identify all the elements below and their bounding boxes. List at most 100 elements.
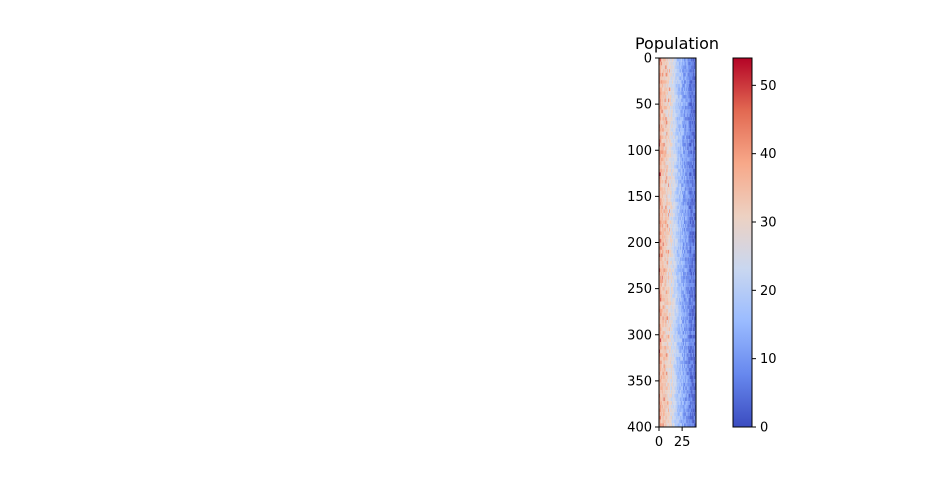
heatmap-cell <box>686 323 688 328</box>
heatmap-cell <box>689 172 691 177</box>
heatmap-cell <box>663 404 665 409</box>
heatmap-cell <box>683 216 685 221</box>
heatmap-cell <box>694 397 696 402</box>
heatmap-cell <box>668 316 670 321</box>
heatmap-cell <box>675 183 677 188</box>
heatmap-cell <box>675 249 677 254</box>
heatmap-cell <box>671 308 673 313</box>
heatmap-cell <box>675 371 677 376</box>
heatmap-cell <box>684 72 686 77</box>
heatmap-cell <box>678 205 680 210</box>
heatmap-cell <box>671 297 673 302</box>
heatmap-cell <box>664 120 666 125</box>
heatmap-cell <box>681 386 683 391</box>
heatmap-cell <box>666 308 668 313</box>
heatmap-cell <box>690 379 692 383</box>
heatmap-cell <box>688 412 690 416</box>
heatmap-cell <box>682 294 684 298</box>
heatmap-cell <box>677 161 679 166</box>
heatmap-cell <box>664 286 666 291</box>
heatmap-cell <box>672 235 674 239</box>
heatmap-cell <box>691 308 693 313</box>
heatmap-cell <box>692 353 694 357</box>
heatmap-cell <box>691 157 693 162</box>
heatmap-cell <box>683 327 685 332</box>
heatmap-cell <box>663 290 665 295</box>
heatmap-cell <box>670 238 672 243</box>
heatmap-cell <box>665 117 667 121</box>
heatmap-cell <box>663 61 665 66</box>
heatmap-cell <box>668 198 670 202</box>
heatmap-cell <box>672 124 674 129</box>
heatmap-cell <box>671 342 672 346</box>
heatmap-cell <box>663 105 665 110</box>
heatmap-cell <box>673 272 675 276</box>
heatmap-cell <box>681 94 683 99</box>
heatmap-cell <box>669 201 671 206</box>
heatmap-cell <box>685 113 687 118</box>
heatmap-cell <box>683 331 685 335</box>
heatmap-cell <box>694 150 696 154</box>
heatmap-cell <box>683 275 685 280</box>
heatmap-cell <box>674 128 676 132</box>
heatmap-cell <box>681 65 683 70</box>
heatmap-cell <box>678 257 680 261</box>
heatmap-cell <box>683 94 685 99</box>
heatmap-cell <box>669 183 671 188</box>
heatmap-cell <box>671 172 673 177</box>
x-axis: 0 25 <box>655 427 690 450</box>
heatmap-cell <box>682 105 684 110</box>
heatmap-cell <box>669 76 671 81</box>
heatmap-cell <box>694 98 696 103</box>
heatmap-cell <box>687 128 689 132</box>
heatmap-cell <box>667 58 669 62</box>
heatmap-cell <box>676 249 678 254</box>
heatmap-cell <box>679 87 681 92</box>
heatmap-cell <box>683 109 685 114</box>
heatmap-cell <box>670 272 672 276</box>
heatmap-cell <box>685 268 687 273</box>
heatmap-cell <box>684 176 686 180</box>
heatmap-cell <box>680 142 682 147</box>
heatmap-cell <box>675 231 677 236</box>
heatmap-cell <box>683 72 685 77</box>
heatmap-cell <box>663 356 665 361</box>
heatmap-cell <box>681 408 683 413</box>
heatmap-cell <box>687 83 689 88</box>
heatmap-cell <box>690 345 692 350</box>
heatmap-cell <box>680 290 682 295</box>
heatmap-cell <box>694 412 696 416</box>
heatmap-cell <box>670 305 672 309</box>
heatmap-cell <box>674 419 676 424</box>
heatmap-cell <box>666 312 668 317</box>
heatmap-cell <box>680 260 682 265</box>
heatmap-cell <box>687 198 689 202</box>
heatmap-cell <box>660 168 662 173</box>
heatmap-cell <box>687 283 689 287</box>
heatmap-cell <box>663 94 665 99</box>
heatmap-cell <box>667 80 669 84</box>
heatmap-cell <box>692 142 694 147</box>
heatmap-cell <box>678 401 680 405</box>
heatmap-cell <box>694 102 696 107</box>
heatmap-cell <box>667 61 669 66</box>
heatmap-cell <box>679 105 681 110</box>
heatmap-cell <box>659 349 661 354</box>
heatmap-cell <box>684 331 686 335</box>
heatmap-cell <box>682 334 684 339</box>
heatmap-cell <box>694 375 696 380</box>
heatmap-cell <box>672 165 674 169</box>
heatmap-cell <box>684 187 686 191</box>
heatmap-cell <box>662 379 664 383</box>
heatmap-cell <box>688 216 690 221</box>
heatmap-cell <box>672 371 674 376</box>
heatmap-cell <box>672 408 674 413</box>
heatmap-cell <box>659 379 661 383</box>
heatmap-cell <box>671 131 672 136</box>
heatmap-cell <box>671 415 672 420</box>
heatmap-cell <box>672 356 674 361</box>
heatmap-cell <box>674 105 676 110</box>
heatmap-cell <box>662 364 664 369</box>
heatmap-cell <box>661 117 663 121</box>
